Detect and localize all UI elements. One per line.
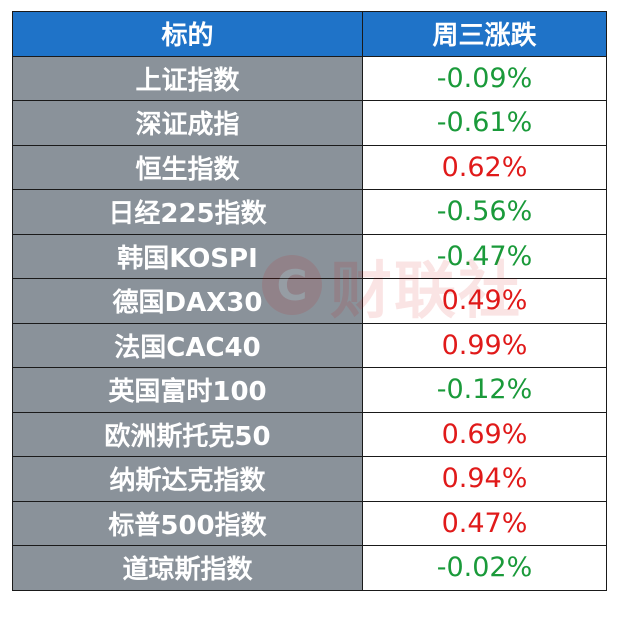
index-name: 标普500指数 — [12, 500, 363, 546]
index-name: 恒生指数 — [12, 144, 363, 190]
index-change: 0.99% — [362, 322, 607, 368]
table-row: 日经225指数 -0.56% — [12, 189, 607, 235]
index-change-table: 标的 周三涨跌 上证指数 -0.09% 深证成指 -0.61% 恒生指数 0.6… — [12, 11, 607, 591]
index-change: -0.61% — [362, 100, 607, 146]
index-change: -0.56% — [362, 189, 607, 235]
index-name: 法国CAC40 — [12, 322, 363, 368]
index-change: 0.49% — [362, 278, 607, 324]
index-name: 深证成指 — [12, 100, 363, 146]
table-row: 欧洲斯托克50 0.69% — [12, 411, 607, 457]
table-header-row: 标的 周三涨跌 — [12, 11, 607, 57]
table-row: 上证指数 -0.09% — [12, 55, 607, 101]
index-name: 德国DAX30 — [12, 278, 363, 324]
index-change: 0.69% — [362, 411, 607, 457]
index-name: 纳斯达克指数 — [12, 456, 363, 502]
index-name: 日经225指数 — [12, 189, 363, 235]
table-row: 法国CAC40 0.99% — [12, 322, 607, 368]
index-change: 0.47% — [362, 500, 607, 546]
index-name: 英国富时100 — [12, 367, 363, 413]
header-wednesday-change: 周三涨跌 — [362, 11, 607, 57]
index-change: -0.02% — [362, 545, 607, 591]
index-change: 0.94% — [362, 456, 607, 502]
index-name: 韩国KOSPI — [12, 233, 363, 279]
table-row: 纳斯达克指数 0.94% — [12, 456, 607, 502]
table-row: 深证成指 -0.61% — [12, 100, 607, 146]
index-change: -0.09% — [362, 55, 607, 101]
index-change: -0.12% — [362, 367, 607, 413]
header-instrument: 标的 — [12, 11, 363, 57]
table-row: 标普500指数 0.47% — [12, 500, 607, 546]
table-row: 英国富时100 -0.12% — [12, 367, 607, 413]
index-name: 上证指数 — [12, 55, 363, 101]
index-change: -0.47% — [362, 233, 607, 279]
table-row: 韩国KOSPI -0.47% — [12, 233, 607, 279]
index-change: 0.62% — [362, 144, 607, 190]
index-name: 欧洲斯托克50 — [12, 411, 363, 457]
index-name: 道琼斯指数 — [12, 545, 363, 591]
table-row: 恒生指数 0.62% — [12, 144, 607, 190]
table-row: 道琼斯指数 -0.02% — [12, 545, 607, 591]
table-row: 德国DAX30 0.49% — [12, 278, 607, 324]
